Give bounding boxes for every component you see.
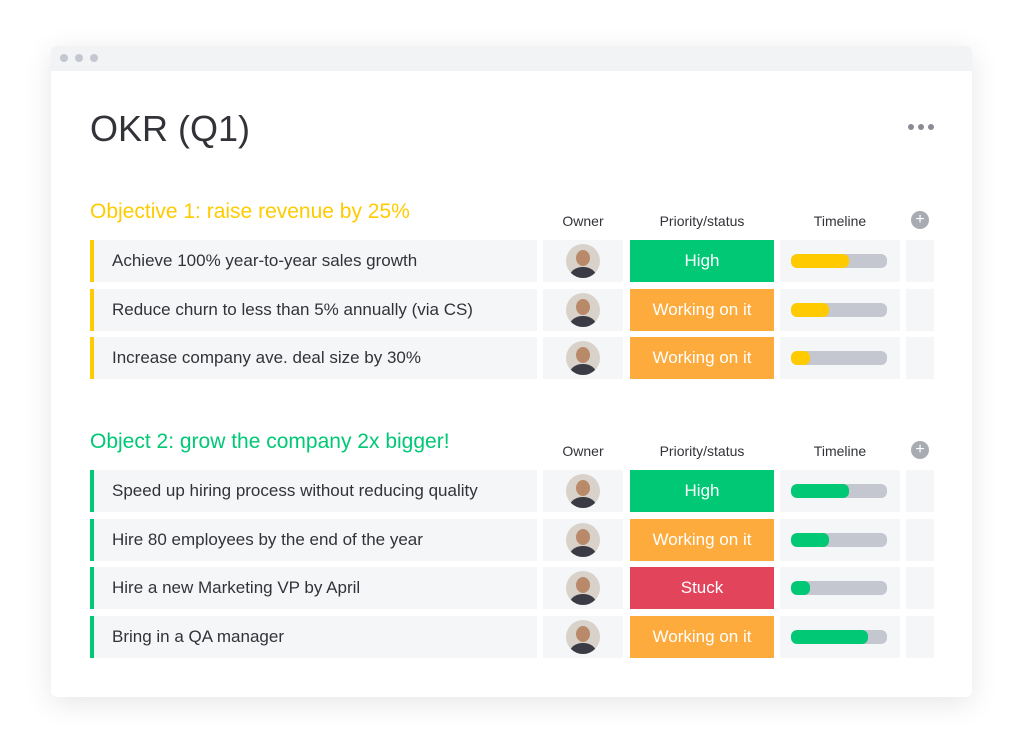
timeline-fill [791, 484, 849, 498]
column-header: Priority/status [659, 213, 745, 229]
column-header: Owner [562, 213, 604, 229]
timeline-fill [791, 302, 830, 317]
avatar-body [570, 594, 596, 606]
window-bar [51, 46, 972, 71]
item-cell[interactable]: Achieve 100% year-to-year sales growth [90, 240, 537, 282]
column-header: Timeline [813, 443, 867, 459]
menu-dot[interactable] [908, 124, 914, 130]
item-cell[interactable]: Bring in a QA manager [90, 616, 537, 659]
timeline-track [791, 581, 887, 596]
timeline-cell [780, 518, 900, 561]
owner-cell [543, 288, 623, 331]
owner-avatar [566, 244, 600, 278]
item-cell[interactable]: Increase company ave. deal size by 30% [90, 337, 537, 380]
extra-cell [906, 616, 934, 659]
avatar-head [576, 626, 590, 643]
timeline-fill [791, 581, 811, 596]
timeline-fill [791, 630, 868, 645]
item-cell[interactable]: Speed up hiring process without reducing… [90, 470, 537, 512]
owner-cell [543, 616, 623, 659]
item-cell[interactable]: Hire a new Marketing VP by April [90, 567, 537, 610]
owner-avatar [566, 620, 600, 655]
extra-cell [906, 288, 934, 331]
column-header: Timeline [813, 213, 867, 229]
timeline-track [791, 484, 887, 498]
owner-cell [543, 337, 623, 380]
group-title: Object 2: grow the company 2x bigger! [90, 430, 450, 453]
status-cell[interactable]: Working on it [630, 616, 774, 659]
timeline-cell [780, 616, 900, 659]
avatar-head [576, 480, 590, 496]
avatar-body [570, 364, 596, 376]
column-header: Owner [562, 443, 604, 459]
menu-dot[interactable] [918, 124, 924, 130]
avatar-body [570, 267, 596, 278]
extra-cell [906, 470, 934, 512]
add-column-button[interactable]: + [911, 441, 929, 459]
timeline-fill [791, 254, 849, 268]
extra-cell [906, 567, 934, 610]
status-cell[interactable]: Working on it [630, 288, 774, 331]
owner-cell [543, 240, 623, 282]
menu-dot[interactable] [928, 124, 934, 130]
owner-avatar [566, 522, 600, 557]
owner-cell [543, 470, 623, 512]
timeline-cell [780, 240, 900, 282]
timeline-cell [780, 288, 900, 331]
status-cell[interactable]: Stuck [630, 567, 774, 610]
window-dot [75, 54, 83, 62]
timeline-cell [780, 337, 900, 380]
timeline-track [791, 351, 887, 366]
timeline-track [791, 254, 887, 268]
timeline-track [791, 302, 887, 317]
item-cell[interactable]: Reduce churn to less than 5% annually (v… [90, 288, 537, 331]
board-card: OKR (Q1) Objective 1: raise revenue by 2… [51, 46, 972, 697]
status-cell[interactable]: Working on it [630, 518, 774, 561]
extra-cell [906, 240, 934, 282]
column-header: Priority/status [659, 443, 745, 459]
avatar-body [570, 545, 596, 557]
timeline-cell [780, 470, 900, 512]
avatar-body [570, 315, 596, 327]
owner-avatar [566, 292, 600, 327]
status-cell[interactable]: High [630, 470, 774, 512]
owner-avatar [566, 341, 600, 376]
avatar-head [576, 528, 590, 545]
extra-cell [906, 337, 934, 380]
avatar-body [570, 497, 596, 508]
timeline-fill [791, 532, 830, 547]
avatar-body [570, 643, 596, 655]
owner-cell [543, 518, 623, 561]
extra-cell [906, 518, 934, 561]
timeline-fill [791, 351, 811, 366]
owner-avatar [566, 474, 600, 508]
owner-cell [543, 567, 623, 610]
timeline-track [791, 630, 887, 645]
add-column-button[interactable]: + [911, 211, 929, 229]
avatar-head [576, 347, 590, 364]
owner-avatar [566, 571, 600, 606]
status-cell[interactable]: High [630, 240, 774, 282]
timeline-cell [780, 567, 900, 610]
timeline-track [791, 532, 887, 547]
status-cell[interactable]: Working on it [630, 337, 774, 380]
avatar-head [576, 577, 590, 594]
avatar-head [576, 298, 590, 315]
board-title: OKR (Q1) [90, 108, 251, 149]
group-title: Objective 1: raise revenue by 25% [90, 200, 410, 223]
item-cell[interactable]: Hire 80 employees by the end of the year [90, 518, 537, 561]
window-dot [90, 54, 98, 62]
window-dot [60, 54, 68, 62]
avatar-head [576, 250, 590, 266]
